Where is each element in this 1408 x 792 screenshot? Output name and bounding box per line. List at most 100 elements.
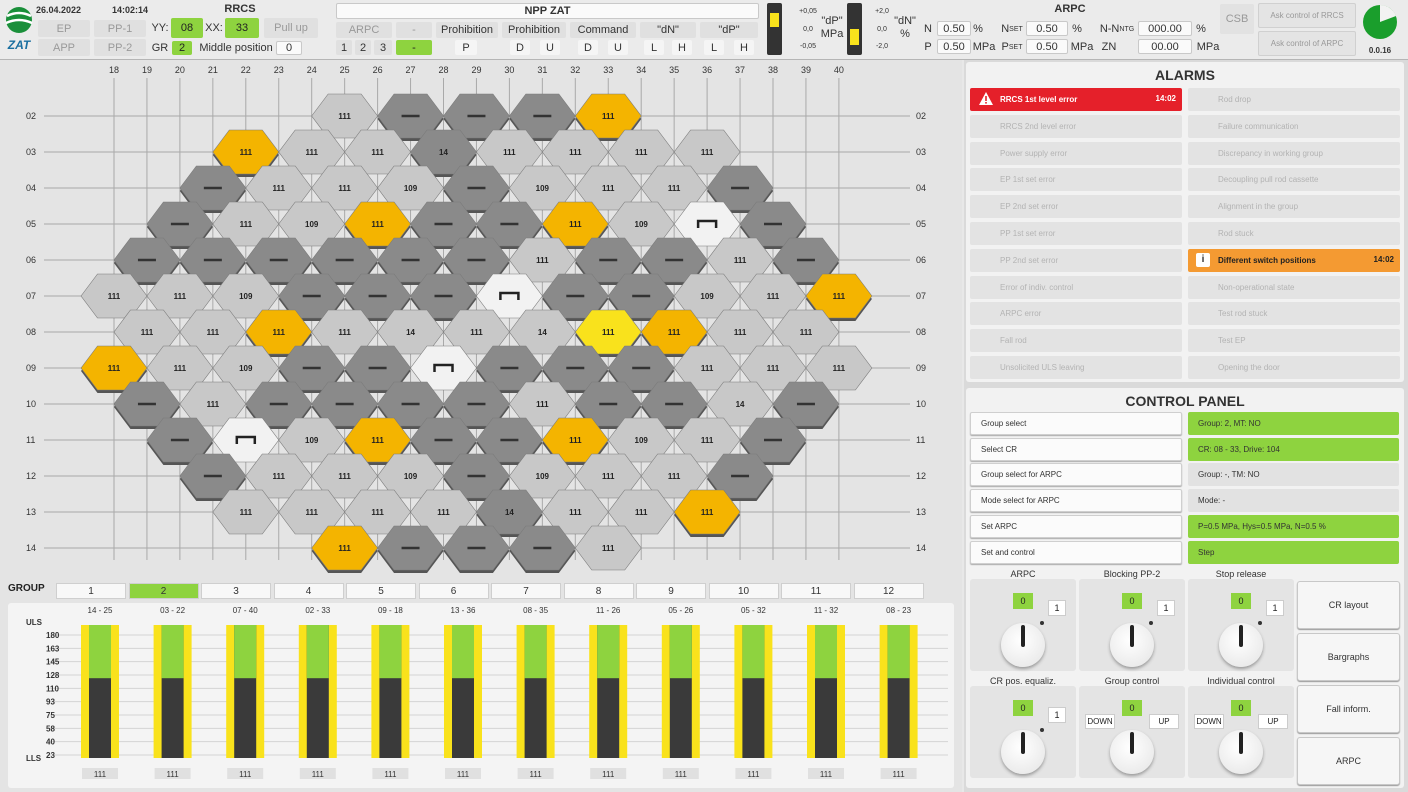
- group-button[interactable]: 6: [418, 583, 489, 599]
- group-button[interactable]: 5: [346, 583, 416, 599]
- bar-name: 05 - 26: [668, 606, 693, 615]
- pp1-button[interactable]: PP-1: [94, 20, 146, 37]
- d-key-1[interactable]: D: [510, 40, 530, 55]
- group-button[interactable]: 4: [273, 583, 344, 599]
- yy-value[interactable]: 08: [171, 18, 203, 38]
- rotary-knob[interactable]: [1001, 623, 1045, 667]
- rotary-knob[interactable]: [1110, 730, 1154, 774]
- scale-label: 145: [46, 658, 60, 667]
- knob-title: Group control: [1104, 676, 1160, 686]
- rod-cell-value: 111: [371, 508, 384, 517]
- rod-cell-value: 111: [569, 220, 582, 229]
- group-button[interactable]: 10: [708, 583, 779, 599]
- group-button[interactable]: 11: [781, 583, 851, 599]
- rod-cell-value: 111: [734, 256, 747, 265]
- group-button[interactable]: 1: [56, 583, 126, 599]
- alarm-item: EP 2nd set error: [970, 195, 1182, 219]
- n-unit: %: [973, 23, 983, 35]
- group-button[interactable]: 2: [128, 583, 199, 599]
- rod-cell[interactable]: [508, 525, 576, 573]
- alarm-item: RRCS 2nd level error: [970, 114, 1182, 138]
- h-key-2[interactable]: H: [734, 40, 754, 55]
- row-label-right: 08: [916, 327, 926, 337]
- h-key-1[interactable]: H: [672, 40, 692, 55]
- knob-up-button[interactable]: UP: [1258, 714, 1288, 729]
- pset-unit: MPa: [1070, 41, 1094, 53]
- rod-cell-value: 111: [305, 148, 318, 157]
- control-button[interactable]: Group select for ARPC: [970, 463, 1182, 487]
- knob-pointer: [1130, 732, 1134, 754]
- rod-cell[interactable]: [706, 453, 774, 501]
- rod-cell-value: 111: [240, 508, 253, 517]
- alarm-label: Non-operational state: [1218, 282, 1295, 292]
- yy-label: YY:: [151, 22, 169, 34]
- pp2-button[interactable]: PP-2: [94, 39, 146, 56]
- group-button[interactable]: 3: [201, 583, 271, 599]
- group-button[interactable]: 8: [563, 583, 634, 599]
- p-key[interactable]: P: [455, 40, 477, 55]
- knob-up-button[interactable]: UP: [1149, 714, 1179, 729]
- side-button[interactable]: Bargraphs: [1297, 633, 1400, 681]
- alarm-item: Rod stuck: [1188, 222, 1400, 245]
- alarm-item: Opening the door: [1188, 356, 1400, 379]
- rotary-knob[interactable]: [1219, 730, 1263, 774]
- control-button[interactable]: Set and control: [970, 540, 1182, 564]
- control-button[interactable]: Group select: [970, 412, 1182, 435]
- rotary-knob[interactable]: [1001, 730, 1045, 774]
- side-button[interactable]: Fall inform.: [1297, 685, 1400, 733]
- xx-value[interactable]: 33: [225, 18, 259, 38]
- rotary-knob[interactable]: [1219, 623, 1263, 667]
- knob-down-button[interactable]: DOWN: [1085, 714, 1115, 729]
- l-key-1[interactable]: L: [644, 40, 664, 55]
- ask-rrcs-button[interactable]: Ask control of RRCS: [1258, 3, 1356, 28]
- l-key-2[interactable]: L: [704, 40, 724, 55]
- csb-button[interactable]: CSB: [1220, 4, 1254, 34]
- rod-cell[interactable]: 111: [574, 525, 642, 571]
- group-button[interactable]: 12: [853, 583, 924, 599]
- warning-icon: [978, 91, 994, 107]
- n2-button[interactable]: 2: [355, 40, 371, 55]
- group-button[interactable]: 9: [636, 583, 706, 599]
- green-dash-button[interactable]: -: [396, 40, 432, 55]
- bar-value-box: [517, 768, 554, 779]
- knob-down-button[interactable]: DOWN: [1194, 714, 1224, 729]
- control-button[interactable]: Mode select for ARPC: [970, 489, 1182, 513]
- knob-dot: [1040, 621, 1044, 625]
- side-button[interactable]: CR layout: [1297, 581, 1400, 629]
- ep-button[interactable]: EP: [38, 20, 90, 37]
- dn-label: "dN": [640, 22, 696, 38]
- nn-label: N-N NTG: [1099, 23, 1135, 35]
- app-button[interactable]: APP: [38, 39, 90, 56]
- control-button[interactable]: Select CR: [970, 437, 1182, 461]
- top-bar: ZAT 26.04.2022 14:02:14 EP PP-1 APP PP-2…: [0, 0, 1408, 60]
- rod-cell-hex: [673, 489, 741, 535]
- n1-button[interactable]: 1: [336, 40, 352, 55]
- rotary-knob[interactable]: [1110, 623, 1154, 667]
- rod-cell-value: 109: [635, 436, 649, 445]
- rod-cell[interactable]: [377, 525, 444, 573]
- arpc-mode-button[interactable]: ARPC: [336, 22, 392, 38]
- pull-up-button[interactable]: Pull up: [264, 18, 318, 38]
- bar-value: 111: [747, 770, 760, 779]
- control-button[interactable]: Set ARPC: [970, 514, 1182, 538]
- u-key-2[interactable]: U: [608, 40, 628, 55]
- alarm-label: Opening the door: [1218, 363, 1280, 372]
- pset-label: P SET: [1001, 41, 1023, 53]
- rod-cell-value: 111: [536, 400, 549, 409]
- zn-value: 00.00: [1138, 39, 1192, 54]
- bar-name: 11 - 26: [596, 606, 621, 615]
- u-key-1[interactable]: U: [540, 40, 560, 55]
- dash-mode-button[interactable]: -: [396, 22, 432, 38]
- ask-arpc-button[interactable]: Ask control of ARPC: [1258, 31, 1356, 56]
- side-button[interactable]: ARPC: [1297, 737, 1400, 785]
- rod-cell[interactable]: 111: [673, 489, 741, 537]
- n3-button[interactable]: 3: [374, 40, 392, 55]
- alarm-label: EP 1st set error: [1000, 175, 1056, 185]
- bar-level: [89, 625, 111, 679]
- rod-cell-value: 111: [767, 364, 780, 373]
- rod-cell-value: 111: [108, 364, 121, 373]
- gr-value[interactable]: 2: [172, 41, 192, 55]
- group-button[interactable]: 7: [491, 583, 561, 599]
- d-key-2[interactable]: D: [578, 40, 598, 55]
- knob-one-indicator: 1: [1048, 600, 1066, 616]
